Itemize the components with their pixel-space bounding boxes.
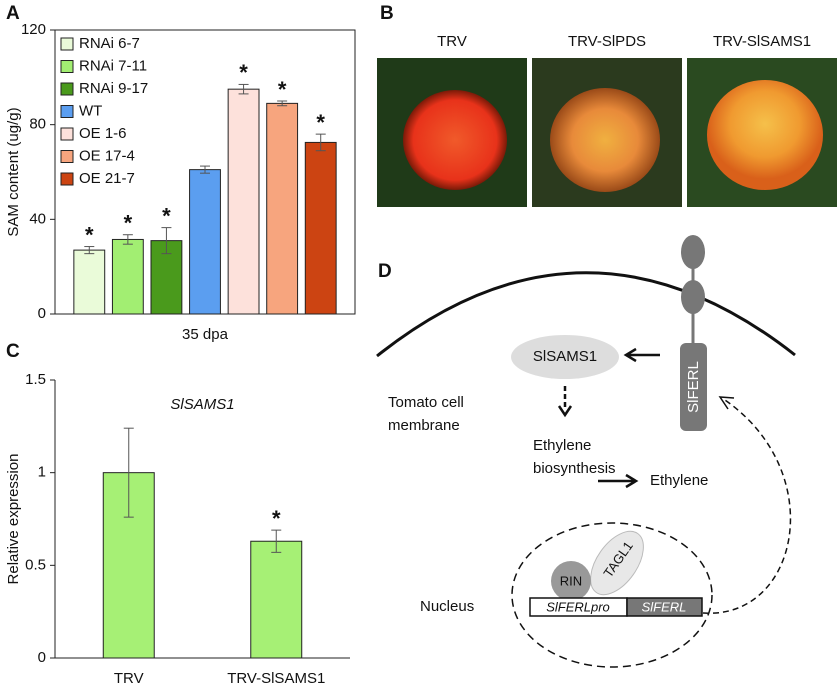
legend-swatch <box>60 105 74 118</box>
photo-label: TRV-SlPDS <box>568 33 646 50</box>
x-tick-label: 35 dpa <box>182 326 229 343</box>
nucleus <box>511 522 713 668</box>
domain <box>681 280 705 314</box>
y-tick-label: 0 <box>38 649 46 666</box>
legend-swatch <box>60 60 74 73</box>
significance: * <box>272 506 281 531</box>
membrane <box>376 271 796 358</box>
panel-label: B <box>380 3 394 24</box>
y-tick-label: 120 <box>21 21 46 38</box>
label: RIN <box>560 573 582 588</box>
diagram <box>376 235 796 668</box>
label: Ethylene <box>650 472 708 489</box>
chart-title: SlSAMS1 <box>170 396 234 413</box>
x-tick-label: TRV <box>114 670 144 687</box>
arrow <box>623 347 660 363</box>
y-tick-label: 0.5 <box>25 556 46 573</box>
significance: * <box>85 222 94 247</box>
significance: * <box>162 203 171 228</box>
tomato <box>403 90 507 190</box>
legend-swatch <box>60 82 74 96</box>
x-tick-label: TRV-SlSAMS1 <box>227 670 325 687</box>
legend-label: RNAi 9-17 <box>79 80 148 97</box>
receptor <box>680 343 707 431</box>
y-tick-label: 80 <box>29 116 46 133</box>
legend-label: RNAi 7-11 <box>79 57 147 74</box>
panel-label: C <box>6 341 20 362</box>
tomato <box>550 88 660 192</box>
legend-swatch <box>60 37 74 51</box>
panel-label: D <box>378 261 392 282</box>
tomato <box>707 80 823 190</box>
arrow <box>598 473 639 489</box>
legend-label: OE 21-7 <box>79 170 135 187</box>
plot-frame <box>55 380 350 658</box>
enzyme-label: SlSAMS1 <box>533 348 597 365</box>
enzyme <box>511 335 619 379</box>
arrow <box>557 405 573 418</box>
bar <box>227 88 260 315</box>
feedback <box>702 397 792 614</box>
y-tick-label: 40 <box>29 210 46 227</box>
photos: TRV TRV-SlPDS TRV-SlSAMS1 <box>377 33 837 207</box>
receptor-label: SlFERL <box>685 361 702 413</box>
label: Ethylene <box>533 437 591 454</box>
label: biosynthesis <box>533 460 616 477</box>
bar <box>266 102 299 315</box>
y-tick-label: 1.5 <box>25 371 46 388</box>
legend-label: WT <box>79 102 102 119</box>
arrow <box>718 396 735 410</box>
bar <box>304 141 337 315</box>
significance: * <box>124 211 133 236</box>
domain <box>681 235 705 269</box>
legend-label: RNAi 6-7 <box>79 35 140 52</box>
tagl1 <box>590 530 644 596</box>
legend-swatch <box>60 172 74 186</box>
bar <box>189 169 221 315</box>
rin <box>551 561 591 601</box>
label: SlFERLpro <box>546 599 610 614</box>
y-tick-label: 1 <box>38 464 46 481</box>
label: membrane <box>388 417 460 434</box>
photo-label: TRV-SlSAMS1 <box>713 33 811 50</box>
panel-label: A <box>6 3 20 24</box>
photo-label: TRV <box>437 33 467 50</box>
bar <box>250 540 303 659</box>
label: SlFERL <box>642 599 687 614</box>
legend-label: OE 1-6 <box>79 125 127 142</box>
bar <box>111 238 144 315</box>
legend-swatch <box>60 127 74 141</box>
bar <box>73 249 106 315</box>
label: Nucleus <box>420 598 474 615</box>
gene <box>626 597 703 617</box>
legend-label: OE 17-4 <box>79 147 135 164</box>
legend-swatch <box>60 150 74 163</box>
y-axis-label: SAM content (ug/g) <box>5 107 22 236</box>
significance: * <box>278 77 287 102</box>
significance: * <box>316 110 325 135</box>
significance: * <box>239 60 248 85</box>
y-axis-label: Relative expression <box>5 454 22 585</box>
label: Tomato cell <box>388 394 464 411</box>
y-tick-label: 0 <box>38 305 46 322</box>
